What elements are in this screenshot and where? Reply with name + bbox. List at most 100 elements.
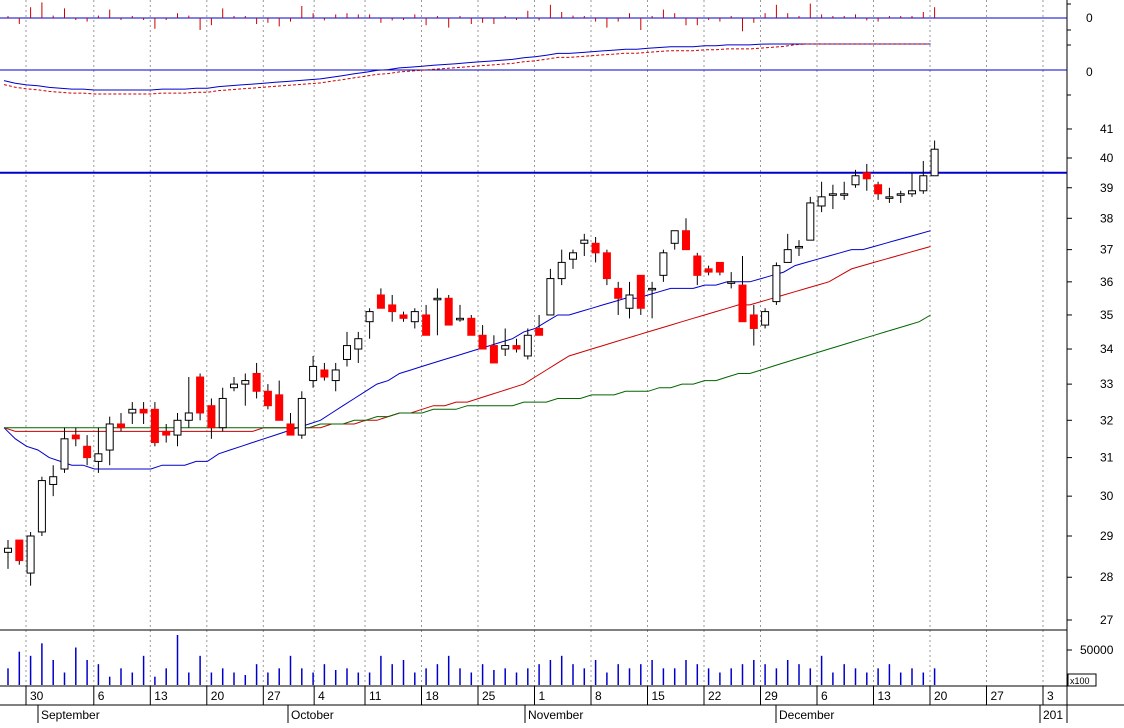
- candle-body-up: [501, 345, 510, 350]
- candlestick: [37, 476, 46, 536]
- candle-body-up: [557, 261, 566, 280]
- candlestick: [602, 249, 611, 286]
- candlestick: [557, 249, 566, 286]
- candle-body-down: [704, 268, 713, 273]
- candlestick: [207, 398, 216, 439]
- candlestick: [263, 384, 272, 410]
- volume-unit-box: [1067, 673, 1097, 687]
- candlestick: [659, 249, 668, 282]
- candlestick: [399, 311, 408, 322]
- candle-body-up: [410, 311, 419, 323]
- candle-body-up: [218, 397, 227, 429]
- date-tick-label: 3: [1047, 689, 1054, 703]
- candle-body-up: [105, 423, 114, 451]
- candlestick: [919, 160, 928, 194]
- candle-body-down: [715, 261, 724, 273]
- month-label: December: [779, 708, 834, 722]
- candlestick: [874, 181, 883, 200]
- candle-body-up: [230, 383, 238, 389]
- volume-tick-label: 50000: [1080, 643, 1114, 657]
- month-label: November: [528, 708, 583, 722]
- candle-body-up: [806, 202, 815, 241]
- moving-averages: [3, 230, 931, 470]
- candlesticks: [4, 140, 939, 586]
- candle-body-down: [376, 294, 385, 309]
- candle-body-up: [659, 252, 668, 276]
- indicator-tick-label: 0: [1086, 11, 1093, 25]
- candle-body-up: [433, 297, 442, 301]
- candlestick: [569, 249, 577, 269]
- candlestick: [4, 540, 12, 569]
- candlestick: [343, 331, 351, 367]
- candle-body-up: [772, 265, 781, 303]
- candle-body-down: [591, 242, 600, 254]
- candlestick: [546, 268, 555, 316]
- candle-body-up: [343, 345, 351, 360]
- candle-body-down: [275, 394, 284, 421]
- candle-body-down: [535, 327, 544, 336]
- candlestick: [670, 230, 679, 250]
- candlestick: [309, 355, 318, 388]
- candle-body-up: [4, 547, 12, 553]
- candle-body-down: [252, 372, 261, 392]
- date-tick-label: 13: [154, 689, 168, 703]
- candle-body-down: [738, 284, 747, 323]
- candle-body-up: [761, 311, 770, 326]
- candle-body-up: [297, 397, 306, 436]
- date-tick-label: 13: [878, 689, 892, 703]
- price-tick-label: 33: [1100, 377, 1114, 391]
- candlestick: [173, 412, 182, 447]
- candlestick: [591, 236, 600, 263]
- candlestick: [580, 233, 589, 257]
- candle-body-up: [828, 193, 837, 196]
- date-tick-label: 30: [30, 689, 44, 703]
- candlestick: [501, 328, 510, 356]
- candle-body-down: [749, 314, 758, 329]
- candlestick: [828, 184, 837, 210]
- date-tick-label: 25: [482, 689, 496, 703]
- candle-body-up: [783, 249, 792, 263]
- candle-body-up: [727, 281, 736, 284]
- candlestick: [444, 294, 453, 326]
- date-tick-label: 27: [267, 689, 281, 703]
- candlestick: [614, 281, 623, 315]
- price-tick-label: 37: [1100, 243, 1114, 257]
- candlestick: [456, 304, 464, 322]
- candle-body-down: [196, 376, 205, 414]
- candlestick: [286, 412, 295, 436]
- month-label: 201: [1043, 708, 1063, 722]
- candlestick: [625, 281, 634, 319]
- candle-body-up: [309, 365, 318, 382]
- candlestick: [388, 294, 397, 322]
- candlestick: [94, 427, 103, 473]
- price-tick-label: 27: [1100, 613, 1114, 627]
- candlestick: [693, 252, 702, 286]
- price-tick-label: 30: [1100, 489, 1114, 503]
- candle-body-down: [478, 334, 487, 350]
- price-tick-label: 40: [1100, 151, 1114, 165]
- candle-body-down: [682, 230, 690, 251]
- candlestick: [252, 362, 261, 399]
- price-tick-label: 35: [1100, 308, 1114, 322]
- price-tick-label: 36: [1100, 275, 1114, 289]
- oscillator-signal-line: [3, 43, 931, 95]
- candlestick: [139, 402, 148, 424]
- candle-body-up: [365, 311, 374, 323]
- candle-body-up: [456, 317, 464, 321]
- candle-body-down: [71, 434, 80, 440]
- candlestick: [512, 338, 521, 353]
- candle-body-up: [546, 278, 555, 316]
- ma_mid-line: [3, 246, 931, 432]
- candle-body-up: [49, 476, 58, 485]
- candlestick: [772, 262, 781, 305]
- candle-body-up: [840, 193, 849, 196]
- candle-body-down: [399, 314, 408, 319]
- candle-body-up: [184, 412, 193, 421]
- date-tick-label: 15: [652, 689, 666, 703]
- price-tick-label: 28: [1100, 570, 1114, 584]
- candlestick: [817, 181, 826, 213]
- candle-body-down: [489, 345, 498, 364]
- candlestick: [749, 304, 758, 346]
- candlestick: [354, 331, 363, 363]
